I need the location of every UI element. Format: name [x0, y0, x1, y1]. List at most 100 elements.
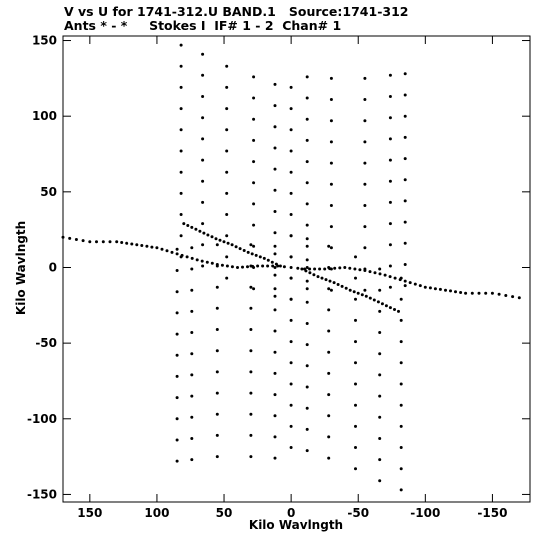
data-point: [273, 308, 277, 312]
data-point: [289, 297, 293, 301]
data-point: [210, 261, 214, 265]
data-point: [305, 322, 309, 325]
data-point: [403, 157, 407, 161]
data-point: [201, 137, 205, 141]
data-point: [190, 437, 194, 440]
y-axis: 150 100 50 0 -50 -100 -150: [27, 34, 530, 501]
data-point: [378, 394, 382, 398]
data-point: [368, 270, 372, 274]
data-point: [273, 393, 277, 397]
chart-title: V vs U for 1741-312.U BAND.1 Source:1741…: [64, 4, 409, 19]
data-point: [388, 116, 392, 120]
data-point: [305, 181, 309, 185]
data-point: [470, 291, 474, 295]
data-point: [305, 287, 309, 291]
data-point: [190, 267, 194, 271]
data-point: [378, 479, 382, 483]
data-point: [236, 266, 239, 269]
data-point: [273, 252, 277, 256]
data-point: [378, 437, 382, 440]
data-point: [282, 265, 286, 269]
data-point: [305, 300, 309, 304]
data-point: [324, 278, 328, 282]
data-point: [329, 225, 333, 229]
data-point: [120, 241, 124, 244]
data-point: [305, 343, 309, 347]
data-point: [378, 373, 382, 377]
data-point: [175, 417, 179, 421]
data-point: [273, 294, 277, 298]
data-point: [305, 427, 309, 431]
data-point: [289, 191, 293, 195]
data-point: [266, 258, 270, 262]
data-point: [210, 235, 214, 239]
data-point: [175, 396, 179, 400]
data-point: [190, 373, 194, 377]
data-point: [254, 253, 258, 257]
x-tick-label: -50: [347, 506, 369, 520]
y-tick-label: 0: [49, 260, 57, 274]
data-point: [378, 458, 382, 462]
data-point: [380, 302, 384, 306]
data-point: [329, 182, 333, 186]
data-point: [308, 271, 312, 275]
data-point: [215, 306, 219, 310]
data-point: [328, 267, 332, 271]
data-point: [215, 285, 219, 289]
data-point: [225, 85, 229, 89]
data-point: [363, 98, 367, 101]
data-point: [238, 247, 242, 251]
data-point: [423, 285, 427, 289]
data-point: [490, 291, 494, 295]
data-point: [304, 269, 308, 273]
data-point: [300, 267, 304, 271]
data-point: [354, 361, 357, 365]
data-point: [464, 291, 468, 295]
data-point: [205, 260, 209, 264]
data-point: [289, 234, 293, 238]
data-point: [399, 297, 403, 301]
data-point: [296, 266, 300, 270]
data-point: [215, 433, 219, 437]
data-point: [368, 296, 372, 300]
data-point: [252, 117, 256, 121]
data-point: [329, 76, 333, 80]
data-point: [101, 240, 105, 244]
data-point: [327, 414, 331, 418]
data-point: [179, 149, 183, 153]
data-point: [198, 229, 202, 233]
data-point: [160, 247, 164, 251]
data-point: [61, 235, 65, 239]
data-point: [270, 260, 274, 264]
data-point: [305, 266, 309, 269]
data-point: [354, 424, 357, 428]
data-point: [329, 204, 333, 207]
data-point: [179, 128, 183, 132]
data-point: [252, 96, 256, 100]
data-point: [185, 255, 189, 259]
data-point: [364, 294, 368, 298]
data-point: [327, 435, 331, 439]
data-point: [241, 265, 244, 269]
data-point: [74, 238, 78, 241]
data-point: [403, 241, 407, 245]
data-point: [225, 234, 229, 238]
data-point: [329, 161, 333, 165]
data-point: [273, 104, 277, 108]
data-point: [403, 279, 407, 283]
data-point: [273, 329, 277, 333]
data-point: [378, 272, 382, 276]
data-point: [403, 178, 407, 182]
x-tick-label: 50: [216, 506, 233, 520]
data-point: [201, 158, 205, 162]
data-point: [305, 244, 309, 248]
data-point: [305, 237, 309, 241]
data-point: [175, 290, 179, 294]
data-point: [190, 256, 194, 260]
data-point: [230, 243, 234, 247]
data-point: [186, 224, 190, 227]
data-point: [252, 244, 256, 248]
data-point: [372, 298, 376, 302]
y-tick-label: 150: [32, 34, 57, 48]
